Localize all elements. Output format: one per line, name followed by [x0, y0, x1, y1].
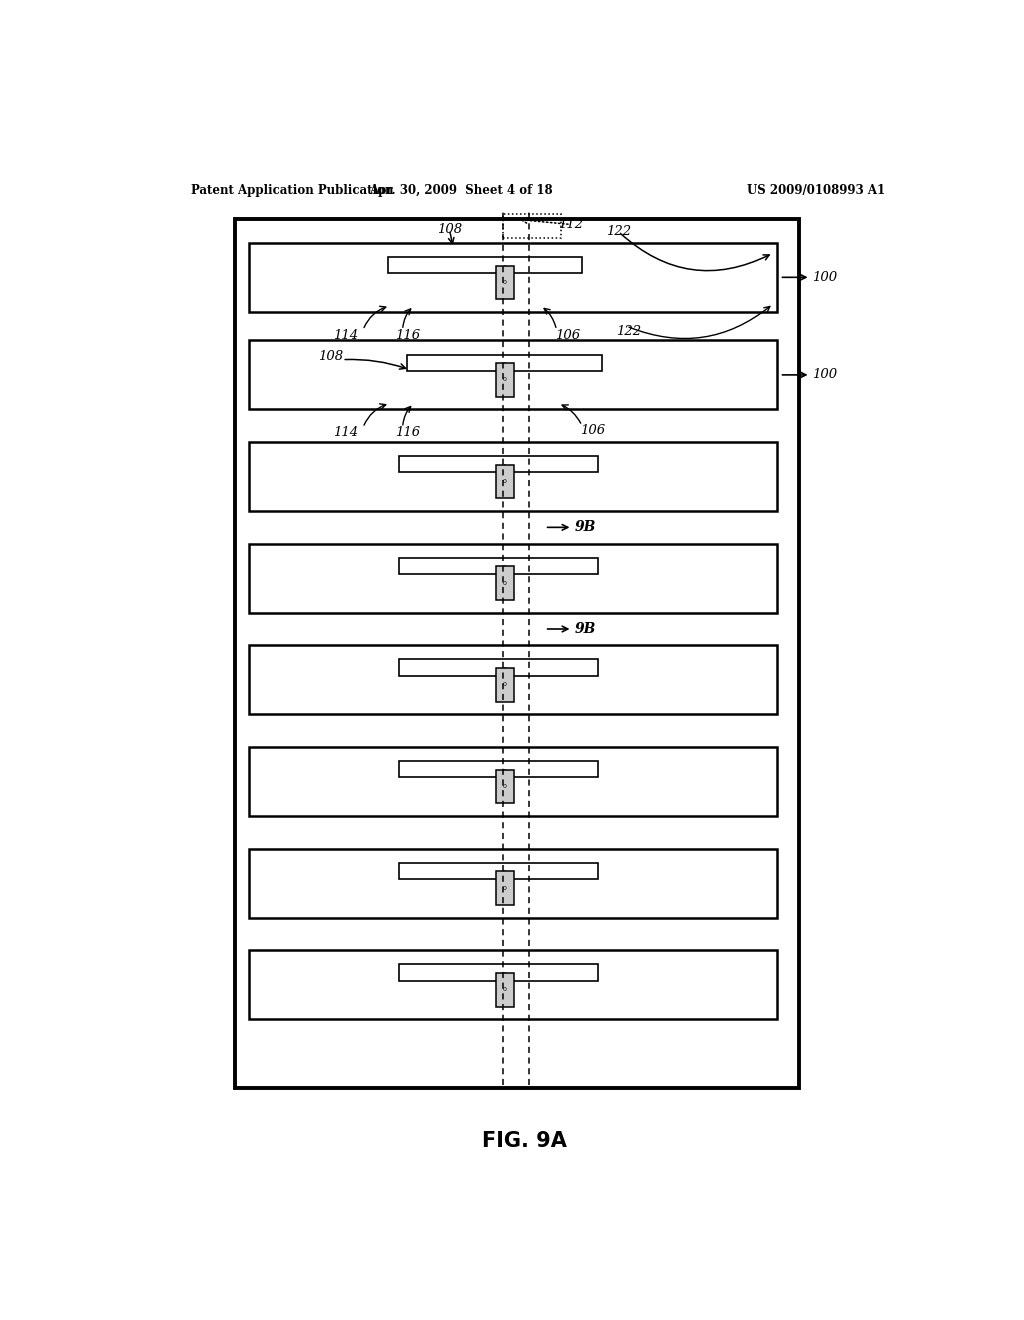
Bar — [399, 965, 598, 981]
Bar — [399, 660, 598, 676]
Bar — [497, 363, 514, 397]
Bar — [250, 442, 777, 511]
Bar — [399, 457, 598, 473]
Text: Patent Application Publication: Patent Application Publication — [191, 185, 394, 198]
Text: 116: 116 — [395, 329, 421, 342]
Text: 122: 122 — [606, 226, 631, 238]
Text: 122: 122 — [616, 325, 641, 338]
Text: 114: 114 — [333, 426, 358, 440]
Text: 0: 0 — [503, 682, 507, 688]
Bar — [236, 219, 799, 1089]
Bar — [408, 355, 602, 371]
Bar — [250, 849, 777, 917]
Bar — [497, 465, 514, 499]
Text: 0: 0 — [503, 987, 507, 993]
Text: 108: 108 — [318, 350, 344, 363]
Bar — [399, 762, 598, 777]
Text: 106: 106 — [555, 329, 580, 342]
Bar — [399, 863, 598, 879]
Text: 0: 0 — [503, 784, 507, 789]
Bar — [497, 566, 514, 601]
Text: 100: 100 — [812, 271, 838, 284]
Bar — [497, 871, 514, 906]
Text: 0: 0 — [503, 886, 507, 891]
Text: 0: 0 — [503, 378, 507, 383]
Text: US 2009/0108993 A1: US 2009/0108993 A1 — [748, 185, 885, 198]
Bar — [503, 214, 560, 238]
Text: 100: 100 — [812, 368, 838, 381]
Bar — [250, 243, 777, 312]
Text: FIG. 9A: FIG. 9A — [482, 1131, 567, 1151]
Bar — [399, 558, 598, 574]
Text: 112: 112 — [558, 218, 584, 231]
Text: 9B: 9B — [574, 520, 596, 535]
Text: 106: 106 — [581, 424, 605, 437]
Text: Apr. 30, 2009  Sheet 4 of 18: Apr. 30, 2009 Sheet 4 of 18 — [370, 185, 553, 198]
Bar — [250, 950, 777, 1019]
Bar — [250, 645, 777, 714]
Bar — [497, 770, 514, 804]
Text: 0: 0 — [503, 479, 507, 484]
Bar — [497, 973, 514, 1007]
Bar — [250, 544, 777, 612]
Text: 9B: 9B — [574, 622, 596, 636]
Bar — [250, 747, 777, 816]
Text: 116: 116 — [395, 426, 421, 440]
Text: 114: 114 — [333, 329, 358, 342]
Bar — [497, 265, 514, 300]
Bar — [250, 341, 777, 409]
Text: 0: 0 — [503, 280, 507, 285]
Bar — [497, 668, 514, 702]
Text: 0: 0 — [503, 581, 507, 586]
Text: 108: 108 — [437, 223, 462, 236]
Bar — [387, 257, 582, 273]
